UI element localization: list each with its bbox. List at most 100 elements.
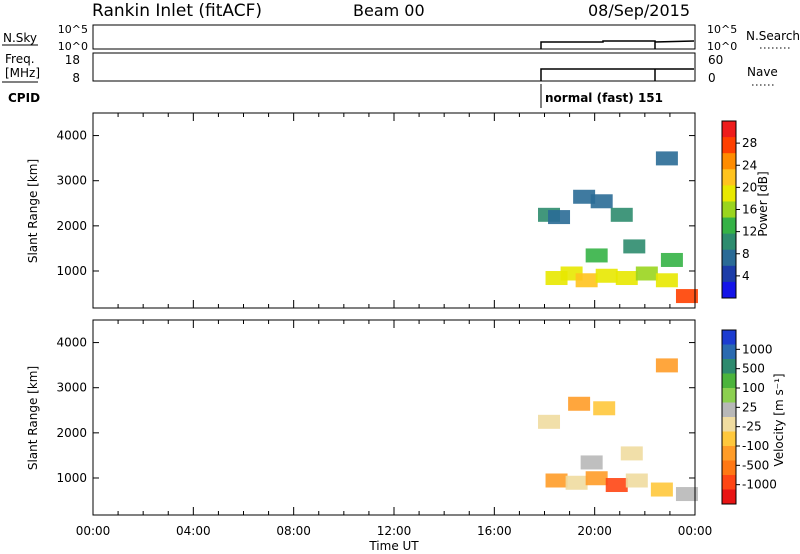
velocity-colorbar-label: Velocity [m s⁻¹]: [772, 373, 786, 466]
nave-label: Nave: [747, 65, 778, 79]
power-data-cell: [675, 289, 698, 304]
power-colorbar-swatch: [722, 281, 736, 299]
velocity-colorbar-label: -25: [742, 420, 762, 434]
power-data-cell: [548, 210, 571, 225]
velocity-data-cell: [675, 487, 698, 502]
station-title: Rankin Inlet (fitACF): [92, 1, 262, 21]
velocity-ylabel: Slant Range [km]: [26, 366, 40, 470]
power-data-cell: [623, 239, 646, 254]
x-tick-label: 16:00: [477, 524, 512, 538]
power-panel: 1000 2000 3000 4000 Slant Range [km] 28 24 20…: [26, 112, 770, 309]
velocity-colorbar-swatch: [722, 330, 736, 345]
power-data-cell: [660, 252, 683, 267]
velocity-data-cell: [545, 473, 568, 488]
x-tick-label: 00:00: [76, 524, 111, 538]
power-colorbar-label: 4: [742, 269, 750, 283]
velocity-colorbar-swatch: [722, 431, 736, 447]
x-tick-label: 00:00: [678, 524, 713, 538]
power-colorbar-swatch: [722, 153, 736, 170]
velocity-data-cell: [655, 358, 678, 373]
power-data-cell: [655, 151, 678, 166]
cpid-mode: normal (fast) 151: [545, 91, 663, 105]
power-axis-ticks: 1000 2000 3000 4000: [56, 113, 696, 308]
power-ytick-label: 4000: [56, 129, 87, 143]
velocity-ytick-label: 2000: [56, 426, 87, 440]
power-colorbar-swatch: [722, 121, 736, 138]
power-ylabel: Slant Range [km]: [26, 159, 40, 263]
nave-tick-bottom: 0: [708, 71, 716, 85]
power-data-cell: [585, 248, 608, 263]
power-data-cell: [575, 273, 598, 288]
x-tick-label: 12:00: [377, 524, 412, 538]
date-title: 08/Sep/2015: [588, 1, 690, 20]
power-data-cell: [635, 266, 658, 281]
velocity-colorbar-swatch: [722, 388, 736, 403]
freq-trace: [540, 68, 694, 81]
power-colorbar-label: 28: [742, 136, 757, 150]
power-colorbar-swatch: [722, 169, 736, 186]
power-data-cell: [573, 189, 596, 204]
x-axis-label: Time UT: [368, 539, 419, 553]
velocity-ytick-label: 1000: [56, 471, 87, 485]
power-data-cell: [590, 194, 613, 209]
velocity-colorbar-label: 500: [742, 362, 765, 376]
velocity-colorbar-label: -100: [742, 439, 769, 453]
velocity-panel: 1000 2000 3000 4000 Slant Range [km] 1000 50…: [26, 319, 786, 516]
velocity-colorbar-label: 100: [742, 381, 765, 395]
velocity-ytick-label: 4000: [56, 336, 87, 350]
velocity-data-cell: [620, 446, 643, 461]
velocity-data-cell: [568, 396, 591, 411]
velocity-colorbar-label: 25: [742, 400, 757, 414]
power-colorbar-swatch: [722, 265, 736, 283]
power-colorbar: 28 24 20 16 12 8 4: [721, 120, 757, 299]
velocity-data-cell: [605, 478, 628, 493]
velocity-colorbar-label: -500: [742, 458, 769, 472]
power-colorbar-swatch: [722, 201, 736, 219]
velocity-colorbar-swatch: [722, 489, 736, 505]
x-tick-label: 04:00: [176, 524, 211, 538]
velocity-data-cell: [625, 473, 648, 488]
velocity-colorbar: 1000 500 100 25 -25 -100 -500 -1000: [721, 329, 777, 505]
power-colorbar-swatch: [722, 233, 736, 251]
velocity-colorbar-swatch: [722, 373, 736, 389]
power-colorbar-label: 16: [742, 203, 757, 217]
velocity-data-cell: [565, 475, 588, 490]
power-colorbar-swatch: [722, 185, 736, 202]
freq-unit: [MHz]: [5, 66, 40, 80]
velocity-colorbar-label: 1000: [742, 342, 773, 356]
power-ytick-label: 2000: [56, 219, 87, 233]
x-tick-label: 08:00: [276, 524, 311, 538]
nsky-trace: [540, 40, 695, 49]
beam-title: Beam 00: [353, 1, 425, 20]
velocity-colorbar-swatch: [722, 402, 736, 418]
nsearch-tick-top: 10^5: [707, 23, 737, 36]
power-colorbar-label: 24: [742, 158, 757, 172]
power-colorbar-swatch: [722, 249, 736, 267]
velocity-data-cell: [593, 401, 616, 416]
velocity-data-layer: [538, 358, 698, 502]
velocity-ytick-label: 3000: [56, 381, 87, 395]
power-colorbar-label: 20: [742, 180, 757, 194]
nsky-tick-top: 10^5: [58, 23, 88, 36]
power-colorbar-label: 8: [742, 247, 750, 261]
velocity-data-cell: [580, 455, 603, 470]
nsearch-label: N.Search: [746, 29, 800, 43]
freq-strip: Freq. [MHz] 18 8 60 0 Nave: [2, 52, 778, 86]
velocity-colorbar-swatch: [722, 344, 736, 360]
cpid-label: CPID: [8, 91, 40, 105]
nsky-strip: N.Sky 10^5 10^0 10^5 10^0 N.Search: [2, 23, 800, 53]
power-data-cell: [595, 268, 618, 283]
velocity-data-cell: [650, 482, 673, 497]
nsearch-tick-bottom: 10^0: [707, 40, 737, 53]
power-colorbar-label: Power [dB]: [756, 171, 770, 236]
power-data-cell: [655, 273, 678, 288]
freq-label: Freq.: [5, 52, 35, 66]
velocity-data-cell: [538, 414, 561, 429]
power-ytick-label: 1000: [56, 264, 87, 278]
x-tick-label: 20:00: [577, 524, 612, 538]
velocity-data-cell: [585, 471, 608, 486]
power-colorbar-label: 12: [742, 225, 757, 239]
cpid-strip: CPID normal (fast) 151: [8, 84, 663, 108]
velocity-colorbar-swatch: [722, 359, 736, 374]
